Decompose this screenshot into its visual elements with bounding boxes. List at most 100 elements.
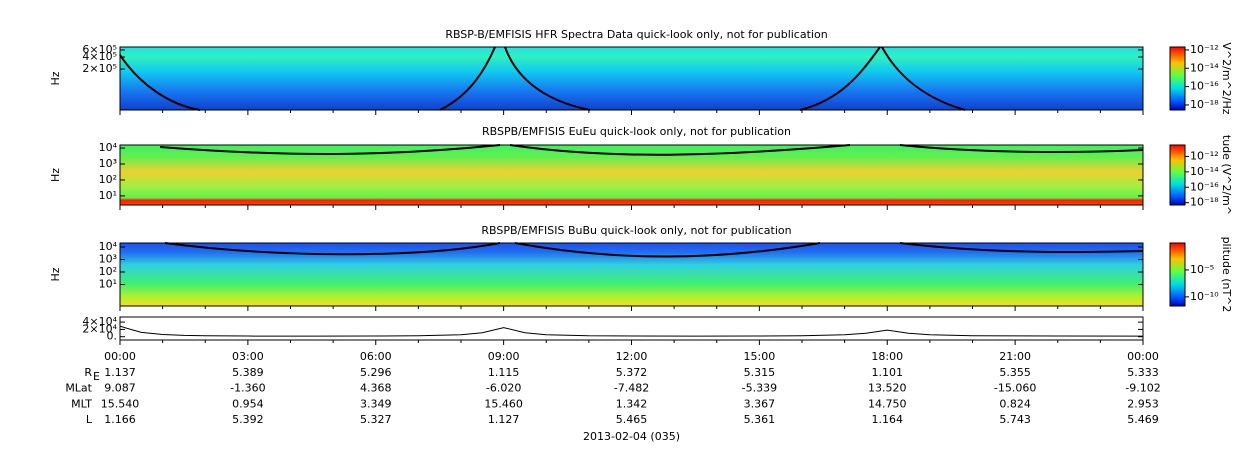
y-tick-label: 4×10⁵ <box>82 50 117 63</box>
ephemeris-value: 5.333 <box>1127 366 1159 379</box>
ephemeris-value: 1.166 <box>104 413 136 426</box>
y-tick-label: 10¹ <box>99 277 117 290</box>
ephemeris-label: R <box>84 366 92 379</box>
y-axis-label: Hz <box>49 168 62 182</box>
y-tick-label: 10² <box>99 265 117 278</box>
ephemeris-value: 1.342 <box>616 397 648 410</box>
y-tick-label: 6×10⁵ <box>82 43 117 56</box>
ephemeris-value: 5.361 <box>744 413 776 426</box>
spectrogram-image <box>120 47 1143 110</box>
ephemeris-value: 3.367 <box>744 397 776 410</box>
y-tick-label: 0. <box>107 330 118 343</box>
ephemeris-label: L <box>86 413 93 426</box>
colorbar <box>1169 144 1186 206</box>
ephemeris-value: -15.060 <box>994 382 1036 395</box>
ephemeris-value: -7.482 <box>614 382 649 395</box>
x-tick-label: 00:00 <box>1127 350 1159 363</box>
y-axis-label: Hz <box>49 267 62 281</box>
ephemeris-value: 4.368 <box>360 382 392 395</box>
cyclotron-curve <box>881 46 966 111</box>
x-tick-label: 09:00 <box>488 350 520 363</box>
colorbar-tick-label: 10⁻¹² <box>1190 43 1219 56</box>
ephemeris-value: 9.087 <box>104 382 136 395</box>
ephemeris-label-sub: E <box>93 370 100 383</box>
ephemeris-value: 5.465 <box>616 413 648 426</box>
y-tick-label: 10⁴ <box>99 141 118 154</box>
x-tick-label: 18:00 <box>871 350 903 363</box>
y-tick-label: 2×10⁴ <box>82 322 117 335</box>
x-tick-label: 00:00 <box>104 350 136 363</box>
cyclotron-curve <box>504 46 591 111</box>
colorbar-label: plitude (nT^2 <box>1220 237 1233 313</box>
y-tick-label: 10² <box>99 173 117 186</box>
panel-title: RBSP-B/EMFISIS HFR Spectra Data quick-lo… <box>445 28 827 41</box>
colorbar-tick-label: 10⁻⁵ <box>1190 263 1214 276</box>
colorbar-tick-label: 10⁻¹⁴ <box>1190 61 1219 74</box>
ephemeris-value: 5.743 <box>999 413 1031 426</box>
ephemeris-value: 5.392 <box>232 413 264 426</box>
y-tick-label: 2×10⁵ <box>82 62 117 75</box>
cyclotron-curve <box>899 144 1144 154</box>
ephemeris-value: 1.101 <box>872 366 904 379</box>
ephemeris-value: -5.339 <box>742 382 777 395</box>
y-tick-label: 10⁴ <box>99 240 118 253</box>
ephemeris-value: 1.127 <box>488 413 520 426</box>
ephemeris-value: 5.315 <box>744 366 776 379</box>
ephemeris-value: 5.372 <box>616 366 648 379</box>
ephemeris-value: 2.953 <box>1127 397 1159 410</box>
y-tick-label: 10³ <box>99 253 117 266</box>
ephemeris-value: 0.824 <box>999 397 1031 410</box>
ephemeris-value: -6.020 <box>486 382 521 395</box>
colorbar-tick-label: 10⁻¹⁸ <box>1190 98 1219 111</box>
ephemeris-value: 5.296 <box>360 366 392 379</box>
cyclotron-curve <box>514 242 821 258</box>
cyclotron-curve <box>509 144 851 156</box>
cyclotron-curve <box>439 46 496 111</box>
ephemeris-value: 15.460 <box>484 397 523 410</box>
ephemeris-value: 5.469 <box>1127 413 1159 426</box>
ephemeris-value: 3.349 <box>360 397 392 410</box>
cyclotron-curve <box>164 242 501 256</box>
colorbar <box>1169 242 1186 307</box>
y-tick-label: 10³ <box>99 157 117 170</box>
line-series <box>119 325 1144 337</box>
x-tick-label: 15:00 <box>744 350 776 363</box>
ephemeris-value: -1.360 <box>230 382 265 395</box>
y-axis-label: Hz <box>49 71 62 85</box>
ephemeris-value: 14.750 <box>868 397 907 410</box>
cyclotron-curve <box>119 54 201 111</box>
colorbar-tick-label: 10⁻¹⁴ <box>1190 165 1219 178</box>
x-tick-label: 06:00 <box>360 350 392 363</box>
ephemeris-value: 5.355 <box>999 366 1031 379</box>
colorbar-tick-label: 10⁻¹² <box>1190 149 1219 162</box>
ephemeris-value: 5.389 <box>232 366 264 379</box>
ephemeris-value: 1.137 <box>104 366 136 379</box>
colorbar-label: tude (V^2/m^ <box>1220 135 1233 215</box>
x-tick-label: 12:00 <box>616 350 648 363</box>
cyclotron-curve <box>899 242 1144 254</box>
colorbar-tick-label: 10⁻¹⁸ <box>1190 196 1219 209</box>
x-tick-label: 03:00 <box>232 350 264 363</box>
x-tick-label: 21:00 <box>999 350 1031 363</box>
ephemeris-value: -9.102 <box>1125 382 1160 395</box>
cyclotron-curve <box>159 144 501 155</box>
ephemeris-value: 1.115 <box>488 366 520 379</box>
colorbar-tick-label: 10⁻¹⁰ <box>1190 290 1219 303</box>
date-label: 2013-02-04 (035) <box>583 430 680 443</box>
cyclotron-curve <box>799 46 881 111</box>
panel-title: RBSPB/EMFISIS EuEu quick-look only, not … <box>482 125 791 138</box>
panel-title: RBSPB/EMFISIS BuBu quick-look only, not … <box>481 224 791 237</box>
ephemeris-value: 5.327 <box>360 413 392 426</box>
y-tick-label: 10¹ <box>99 189 117 202</box>
ephemeris-value: 15.540 <box>101 397 140 410</box>
ephemeris-value: 1.164 <box>872 413 904 426</box>
colorbar-tick-label: 10⁻¹⁶ <box>1190 80 1219 93</box>
ephemeris-label: MLat <box>65 382 92 395</box>
ephemeris-label: MLT <box>71 397 92 410</box>
colorbar <box>1169 46 1186 111</box>
ephemeris-value: 13.520 <box>868 382 907 395</box>
y-tick-label: 4×10⁴ <box>82 315 117 328</box>
colorbar-tick-label: 10⁻¹⁶ <box>1190 180 1219 193</box>
colorbar-label: V^2/m^2/Hz <box>1220 42 1233 114</box>
